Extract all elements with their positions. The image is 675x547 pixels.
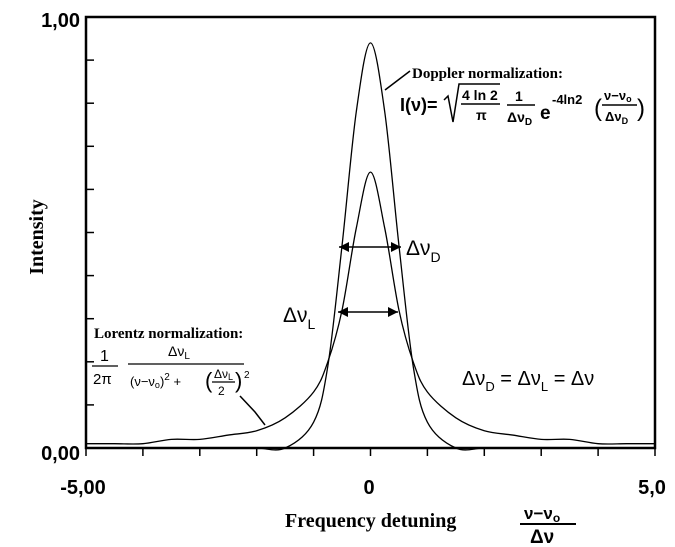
doppler-pointer	[384, 70, 411, 91]
lorentz-width-arrow	[338, 307, 398, 317]
width-equality: ΔνD = ΔνL = Δν	[462, 368, 594, 394]
lorentz-title: Lorentz normalization:	[94, 326, 243, 342]
x-axis-fraction: ν−νo Δν	[520, 504, 576, 547]
lorentz-formula: 1 2π ΔνL (ν−νo)2 + ( ΔνL 2 ) 2	[92, 343, 250, 398]
series-line-1	[86, 171, 655, 445]
svg-text:(: (	[205, 368, 213, 393]
svg-text:(: (	[594, 95, 602, 122]
tick-marks	[85, 16, 656, 456]
x-axis-title: Frequency detuning	[285, 510, 456, 532]
svg-text:e: e	[540, 103, 551, 124]
x-tick-label-left: -5,00	[60, 477, 106, 499]
y-tick-label-bottom: 0,00	[41, 443, 80, 465]
svg-text:ΔνD: ΔνD	[406, 237, 441, 265]
svg-text:ΔνL: ΔνL	[168, 343, 190, 362]
svg-text:ΔνD = ΔνL = Δν: ΔνD = ΔνL = Δν	[462, 368, 594, 394]
doppler-width-label: ΔνD	[406, 237, 441, 265]
svg-text:Δν: Δν	[530, 527, 554, 547]
svg-text:-4ln2: -4ln2	[552, 92, 582, 107]
svg-text:I(ν)=: I(ν)=	[400, 95, 438, 115]
y-axis-title: Intensity	[26, 199, 48, 275]
x-tick-label-middle: 0	[363, 477, 374, 499]
svg-text:π: π	[476, 107, 487, 123]
doppler-width-arrow	[339, 242, 401, 252]
svg-text:): )	[637, 95, 645, 122]
lorentz-pointer	[239, 395, 266, 426]
svg-text:ΔνD: ΔνD	[605, 109, 629, 126]
svg-text:ΔνL: ΔνL	[283, 304, 316, 332]
series-line-0	[86, 42, 655, 451]
svg-text:4 ln 2: 4 ln 2	[462, 87, 498, 103]
x-tick-label-right: 5,0	[638, 477, 666, 499]
svg-text:): )	[235, 368, 242, 393]
svg-text:2: 2	[218, 384, 225, 398]
svg-text:(ν−νo)2 +: (ν−νo)2 +	[130, 372, 181, 390]
y-tick-label-top: 1,00	[41, 10, 80, 32]
svg-text:2π: 2π	[93, 371, 112, 388]
svg-text:1: 1	[515, 88, 523, 104]
doppler-title: Doppler normalization:	[412, 66, 563, 82]
svg-text:2: 2	[244, 370, 250, 381]
svg-text:ΔνD: ΔνD	[507, 109, 532, 128]
svg-text:1: 1	[100, 348, 109, 365]
doppler-formula: I(ν)= 4 ln 2 π 1 ΔνD e -4ln2 ( ν−νo ΔνD …	[400, 83, 645, 128]
svg-text:ν−νo: ν−νo	[524, 504, 560, 525]
svg-text:ΔνL: ΔνL	[214, 367, 233, 382]
series-group	[86, 42, 655, 451]
lorentz-width-label: ΔνL	[283, 304, 316, 332]
svg-text:ν−νo: ν−νo	[604, 88, 632, 104]
